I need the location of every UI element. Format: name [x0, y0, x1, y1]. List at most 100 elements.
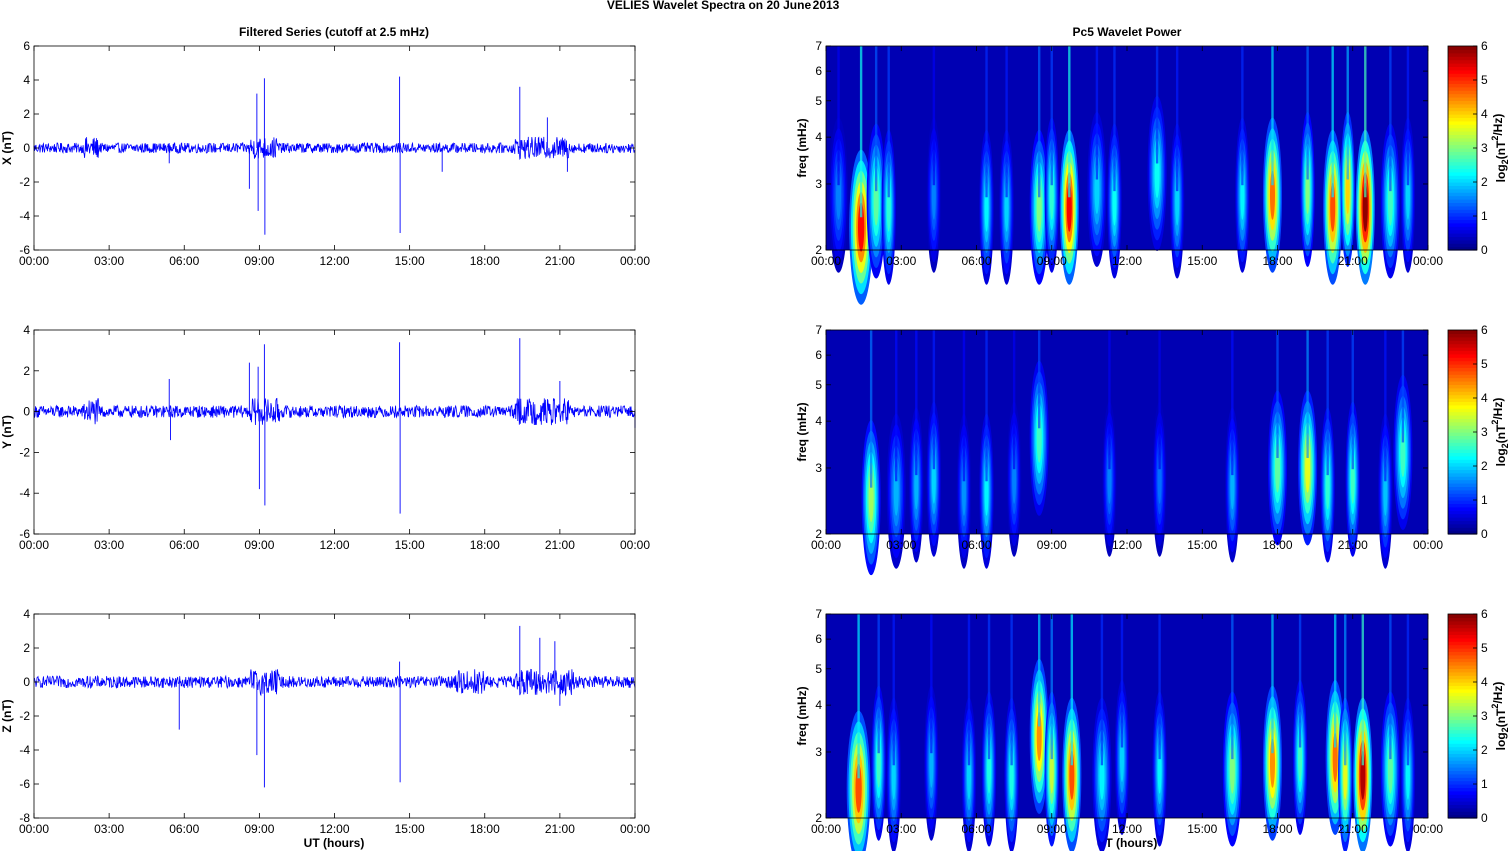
- colorbar-segment: [1448, 459, 1477, 464]
- colorbar-segment: [1448, 124, 1477, 129]
- colorbar-label: log2(nT2/Hz): [1490, 398, 1510, 467]
- wavelet-panel-1: 2 3 4 5 6 7 00:00 03:00 06:00 09:00 12:00 15:00 18:0…: [795, 39, 1443, 305]
- colorbar-segment: [1448, 493, 1477, 498]
- power-streak-22: [1406, 46, 1410, 186]
- colorbar-tick-label: 5: [1481, 357, 1488, 371]
- colorbar-segment: [1448, 428, 1477, 433]
- colorbar-segment: [1448, 746, 1477, 751]
- power-streak-4: [932, 330, 936, 470]
- colorbar-segment: [1448, 523, 1477, 528]
- power-streak-11: [1231, 330, 1234, 476]
- colorbar-tick-label: 2: [1481, 459, 1488, 473]
- colorbar-segment: [1448, 418, 1477, 423]
- series-line: [33, 668, 636, 697]
- x-tick-label: 00:00: [19, 538, 49, 552]
- x-tick-label: 12:00: [319, 822, 349, 836]
- power-streak-18: [1331, 46, 1334, 198]
- x-tick-label: 09:00: [1037, 822, 1067, 836]
- colorbar-segment: [1448, 641, 1477, 646]
- colorbar-segment: [1448, 421, 1477, 426]
- power-streak-8: [1038, 46, 1041, 198]
- colorbar-2: 0 1 2 3 4 5 6 log2(nT2/Hz): [1447, 323, 1510, 541]
- colorbar-segment: [1448, 462, 1477, 467]
- power-streak-17: [1306, 46, 1309, 180]
- power-streak-6: [985, 46, 988, 198]
- colorbar-segment: [1448, 137, 1477, 142]
- right-column-title: Pc5 Wavelet Power: [1073, 25, 1182, 39]
- colorbar-segment: [1448, 229, 1477, 234]
- colorbar-segment: [1448, 476, 1477, 481]
- x-tick-label: 06:00: [169, 254, 199, 268]
- colorbar-segment: [1448, 182, 1477, 186]
- x-tick-label: 09:00: [1037, 254, 1067, 268]
- colorbar-segment: [1448, 500, 1477, 504]
- x-tick-label: 09:00: [244, 254, 274, 268]
- colorbar-3: 0 1 2 3 4 5 6 log2(nT2/Hz): [1447, 607, 1510, 825]
- figure-suptitle-right: 2013: [813, 0, 840, 12]
- colorbar-segment: [1448, 637, 1477, 642]
- colorbar-tick-label: 6: [1481, 607, 1488, 621]
- x-tick-label: 03:00: [94, 254, 124, 268]
- colorbar-segment: [1448, 216, 1477, 220]
- y-tick-label: -8: [19, 811, 30, 825]
- power-streak-2: [895, 330, 898, 482]
- power-streak-1: [859, 46, 863, 218]
- wavelet-panel-3: 2 3 4 5 6 7 00:00 03:00 06:00 09:00 12:00 15:00 18:0…: [795, 607, 1443, 851]
- power-streak-5: [932, 46, 936, 186]
- y-tick-label: -6: [19, 777, 30, 791]
- colorbar-segment: [1448, 90, 1477, 95]
- colorbar-segment: [1448, 63, 1477, 67]
- colorbar-segment: [1448, 530, 1477, 535]
- colorbar-segment: [1448, 736, 1477, 741]
- colorbar-segment: [1448, 620, 1477, 625]
- colorbar-segment: [1448, 171, 1477, 176]
- colorbar-segment: [1448, 353, 1477, 358]
- colorbar-segment: [1448, 219, 1477, 224]
- colorbar-segment: [1448, 719, 1477, 724]
- colorbar-segment: [1448, 66, 1477, 71]
- x-tick-label: 18:00: [470, 538, 500, 552]
- x-tick-label: 12:00: [319, 538, 349, 552]
- x-tick-label: 12:00: [1112, 254, 1142, 268]
- x-tick-label: 06:00: [961, 254, 991, 268]
- power-streak-14: [1231, 614, 1234, 760]
- colorbar-segment: [1448, 199, 1477, 203]
- figure-suptitle-left: VELIES Wavelet Spectra on 20 June: [607, 0, 812, 12]
- x-tick-label: 06:00: [169, 822, 199, 836]
- colorbar-segment: [1448, 627, 1477, 632]
- colorbar-segment: [1448, 675, 1477, 680]
- colorbar-tick-label: 3: [1481, 141, 1488, 155]
- colorbar-segment: [1448, 510, 1477, 515]
- power-blob-13: [1305, 443, 1311, 493]
- y-tick-label: 6: [23, 39, 30, 53]
- power-streak-8: [1038, 614, 1041, 727]
- colorbar-segment: [1448, 233, 1477, 237]
- colorbar-segment: [1448, 432, 1477, 436]
- colorbar-segment: [1448, 391, 1477, 396]
- colorbar-segment: [1448, 784, 1477, 788]
- x-tick-label: 21:00: [545, 822, 575, 836]
- colorbar-segment: [1448, 134, 1477, 139]
- x-tick-label: 15:00: [1187, 822, 1217, 836]
- colorbar-segment: [1448, 333, 1477, 338]
- colorbar-segment: [1448, 212, 1477, 217]
- power-streak-12: [1120, 614, 1124, 748]
- colorbar-segment: [1448, 661, 1477, 666]
- power-streak-14: [1175, 46, 1179, 192]
- series-line: [33, 136, 636, 161]
- x-tick-label: 09:00: [244, 822, 274, 836]
- colorbar-segment: [1448, 46, 1477, 50]
- power-streak-13: [1158, 614, 1161, 760]
- y-tick-label: 4: [23, 323, 30, 337]
- colorbar-segment: [1448, 787, 1477, 792]
- colorbar-tick-label: 4: [1481, 391, 1488, 405]
- power-streak-3: [892, 614, 895, 766]
- power-streak-8: [1038, 330, 1041, 429]
- colorbar-tick-label: 2: [1481, 175, 1488, 189]
- colorbar-segment: [1448, 644, 1477, 649]
- colorbar-segment: [1448, 702, 1477, 707]
- colorbar-segment: [1448, 141, 1477, 146]
- colorbar-segment: [1448, 408, 1477, 413]
- x-tick-label: 15:00: [395, 822, 425, 836]
- y-tick-label: -4: [19, 486, 30, 500]
